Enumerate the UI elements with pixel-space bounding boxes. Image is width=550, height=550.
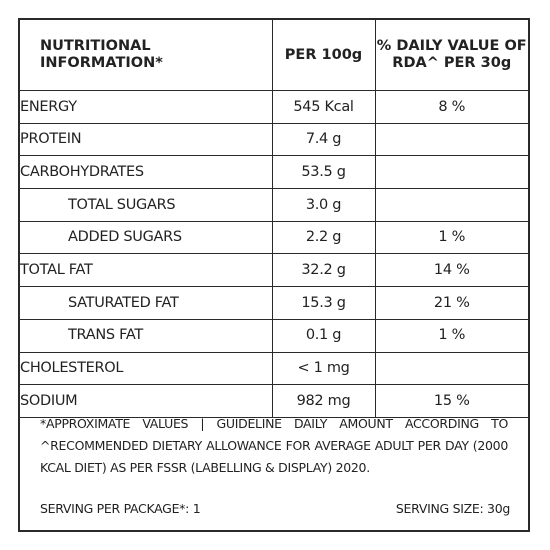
nutrient-name: TRANS FAT: [20, 318, 273, 353]
per-100g-value: 0.1 g: [271, 318, 376, 353]
daily-value: 1 %: [374, 318, 528, 353]
table-row: TOTAL FAT 32.2 g 14 %: [20, 253, 528, 288]
nutrient-name: ENERGY: [20, 90, 273, 124]
daily-value: 8 %: [374, 90, 528, 124]
serving-per-package: SERVING PER PACKAGE*: 1: [40, 501, 201, 516]
serving-size: SERVING SIZE: 30g: [395, 501, 510, 516]
daily-value: 1 %: [374, 220, 528, 255]
per-100g-value: 3.0 g: [271, 188, 376, 222]
per-100g-value: 7.4 g: [271, 122, 376, 157]
daily-value: [374, 351, 528, 386]
serving-info: SERVING PER PACKAGE*: 1 SERVING SIZE: 30…: [40, 498, 510, 520]
header-daily-value: % DAILY VALUE OF RDA^ PER 30g: [374, 20, 528, 91]
daily-value: 15 %: [374, 384, 528, 418]
daily-value: 14 %: [374, 253, 528, 288]
nutrient-name: PROTEIN: [20, 122, 273, 157]
per-100g-value: 2.2 g: [271, 220, 376, 255]
header-nutritional-information: NUTRITIONAL INFORMATION*: [20, 20, 273, 91]
table-row: SATURATED FAT 15.3 g 21 %: [20, 286, 528, 320]
table-row: SODIUM 982 mg 15 %: [20, 384, 528, 418]
daily-value: [374, 155, 528, 190]
table-row: CARBOHYDRATES 53.5 g: [20, 155, 528, 190]
per-100g-value: 15.3 g: [271, 286, 376, 320]
nutrient-name: CARBOHYDRATES: [20, 155, 273, 190]
daily-value: [374, 188, 528, 222]
per-100g-value: 53.5 g: [271, 155, 376, 190]
per-100g-value: 545 Kcal: [271, 90, 376, 124]
daily-value: [374, 122, 528, 157]
nutrition-facts-panel: NUTRITIONAL INFORMATION* PER 100g % DAIL…: [18, 18, 530, 532]
nutrient-name: TOTAL FAT: [20, 253, 273, 288]
per-100g-value: < 1 mg: [271, 351, 376, 386]
nutrient-name: TOTAL SUGARS: [20, 188, 273, 222]
table-row: CHOLESTEROL < 1 mg: [20, 351, 528, 386]
header-per-100g: PER 100g: [271, 20, 376, 91]
table-row: PROTEIN 7.4 g: [20, 122, 528, 157]
per-100g-value: 32.2 g: [271, 253, 376, 288]
per-100g-value: 982 mg: [271, 384, 376, 418]
nutrient-name: SODIUM: [20, 384, 273, 418]
nutrient-name: SATURATED FAT: [20, 286, 273, 320]
daily-value: 21 %: [374, 286, 528, 320]
header-row: NUTRITIONAL INFORMATION* PER 100g % DAIL…: [20, 20, 528, 91]
nutrient-name: CHOLESTEROL: [20, 351, 273, 386]
footnote: *APPROXIMATE VALUES | GUIDELINE DAILY AM…: [40, 416, 508, 475]
table-row: TOTAL SUGARS 3.0 g: [20, 188, 528, 222]
nutrition-table: NUTRITIONAL INFORMATION* PER 100g % DAIL…: [20, 20, 528, 418]
nutrient-name: ADDED SUGARS: [20, 220, 273, 255]
table-row: ENERGY 545 Kcal 8 %: [20, 90, 528, 124]
